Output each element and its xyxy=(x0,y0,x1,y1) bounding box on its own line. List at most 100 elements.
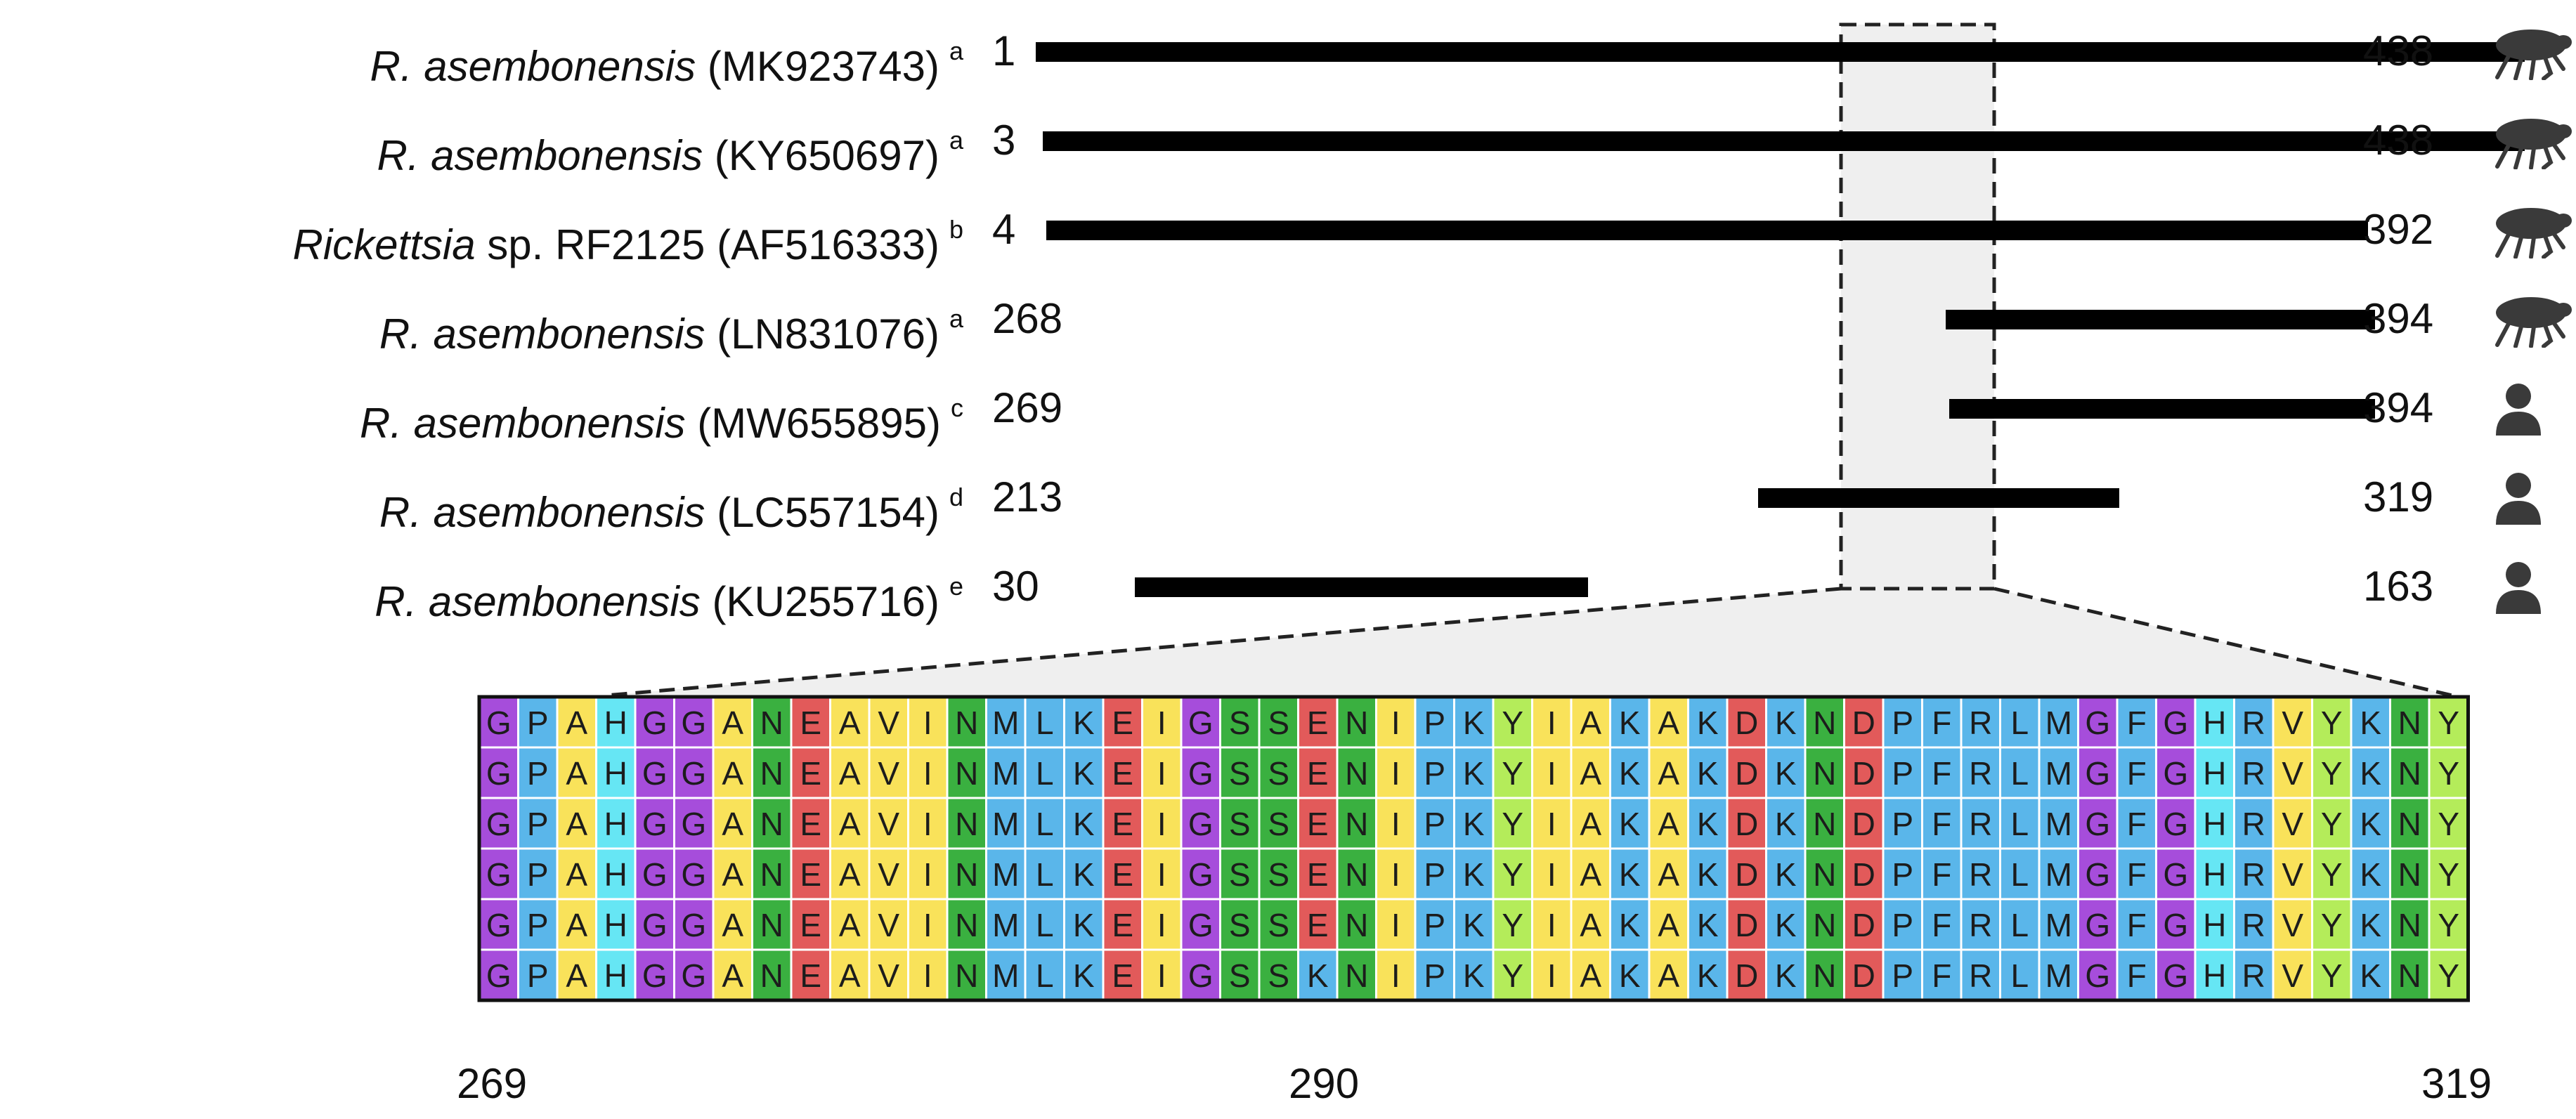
residue-letter: D xyxy=(1852,755,1875,792)
residue-letter: G xyxy=(1188,856,1214,893)
residue-letter: P xyxy=(527,705,549,741)
residue-cell: L xyxy=(1999,847,2041,901)
residue-letter: P xyxy=(527,856,549,893)
residue-cell: M xyxy=(985,797,1027,850)
residue-cell: I xyxy=(1141,695,1183,749)
residue-letter: K xyxy=(2360,856,2381,893)
residue-letter: I xyxy=(1157,705,1166,741)
residue-letter: G xyxy=(2163,957,2188,994)
residue-letter: F xyxy=(1932,755,1951,792)
residue-cell: H xyxy=(2194,847,2235,901)
residue-cell: K xyxy=(1453,898,1495,951)
residue-cell: A xyxy=(712,695,753,749)
residue-cell: G xyxy=(634,746,675,799)
residue-letter: I xyxy=(923,856,932,893)
residue-cell: Y xyxy=(2428,797,2469,850)
residue-cell: L xyxy=(1999,746,2041,799)
residue-letter: K xyxy=(1697,705,1719,741)
residue-letter: A xyxy=(1658,957,1679,994)
residue-letter: R xyxy=(1969,907,1992,943)
residue-letter: D xyxy=(1852,856,1875,893)
residue-letter: E xyxy=(800,907,821,943)
residue-letter: A xyxy=(566,907,587,943)
residue-cell: K xyxy=(1765,695,1807,749)
residue-cell: F xyxy=(2116,746,2157,799)
residue-cell: K xyxy=(1765,797,1807,850)
residue-letter: F xyxy=(1932,907,1951,943)
residue-letter: I xyxy=(1547,705,1556,741)
residue-cell: A xyxy=(1570,746,1611,799)
residue-letter: A xyxy=(1580,705,1601,741)
residue-letter: M xyxy=(2045,856,2072,893)
residue-letter: K xyxy=(2360,705,2381,741)
residue-cell: G xyxy=(2077,695,2119,749)
residue-letter: G xyxy=(2163,856,2188,893)
sequence-accession: (MW655895) xyxy=(697,400,941,447)
residue-letter: A xyxy=(1658,755,1679,792)
residue-letter: Y xyxy=(1502,705,1523,741)
residue-letter: S xyxy=(1268,705,1289,741)
residue-cell: N xyxy=(2389,746,2431,799)
residue-letter: E xyxy=(1307,856,1329,893)
residue-letter: G xyxy=(2085,907,2110,943)
residue-letter: N xyxy=(955,755,978,792)
residue-letter: V xyxy=(878,856,899,893)
residue-letter: Y xyxy=(2438,705,2459,741)
residue-cell: A xyxy=(712,898,753,951)
residue-cell: L xyxy=(1999,695,2041,749)
residue-cell: H xyxy=(595,797,637,850)
residue-letter: R xyxy=(1969,755,1992,792)
residue-letter: A xyxy=(839,705,861,741)
residue-letter: N xyxy=(760,755,783,792)
residue-cell: H xyxy=(2194,695,2235,749)
sequence-strain: sp. RF2125 xyxy=(475,221,705,268)
residue-cell: N xyxy=(2389,695,2431,749)
residue-cell: G xyxy=(478,898,519,951)
residue-letter: E xyxy=(1112,907,1133,943)
residue-letter: P xyxy=(1892,907,1913,943)
residue-letter: N xyxy=(955,856,978,893)
residue-letter: L xyxy=(2010,957,2029,994)
residue-cell: G xyxy=(2077,746,2119,799)
residue-cell: G xyxy=(478,797,519,850)
residue-cell: M xyxy=(985,948,1027,1002)
zoom-line-left xyxy=(605,587,1842,698)
residue-letter: N xyxy=(1813,705,1836,741)
residue-cell: R xyxy=(2233,948,2275,1002)
residue-cell: I xyxy=(1531,695,1573,749)
residue-cell: P xyxy=(517,847,559,901)
residue-cell: E xyxy=(790,797,831,850)
flea-icon xyxy=(2480,24,2572,81)
residue-cell: A xyxy=(829,797,871,850)
residue-letter: G xyxy=(681,856,706,893)
residue-letter: P xyxy=(1892,806,1913,842)
residue-cell: V xyxy=(2272,797,2313,850)
residue-cell: G xyxy=(478,695,519,749)
residue-letter: Y xyxy=(2438,957,2459,994)
sequence-ref: d xyxy=(949,483,963,511)
residue-letter: N xyxy=(2398,705,2421,741)
residue-letter: P xyxy=(1892,856,1913,893)
residue-letter: K xyxy=(1697,755,1719,792)
residue-letter: E xyxy=(1112,755,1133,792)
residue-letter: D xyxy=(1852,957,1875,994)
residue-cell: A xyxy=(1648,847,1689,901)
residue-cell: G xyxy=(673,797,715,850)
residue-letter: H xyxy=(604,856,627,893)
residue-letter: H xyxy=(2203,705,2226,741)
residue-letter: K xyxy=(1697,957,1719,994)
sequence-accession: (LN831076) xyxy=(717,310,939,358)
residue-letter: R xyxy=(2242,957,2265,994)
residue-cell: D xyxy=(1726,797,1767,850)
residue-letter: N xyxy=(1813,755,1836,792)
residue-letter: K xyxy=(1073,755,1095,792)
residue-cell: K xyxy=(1609,797,1651,850)
residue-cell: K xyxy=(1609,898,1651,951)
residue-letter: N xyxy=(760,856,783,893)
zoom-funnel xyxy=(606,589,2452,695)
residue-cell: K xyxy=(1063,797,1105,850)
residue-cell: V xyxy=(2272,948,2313,1002)
residue-cell: G xyxy=(1180,948,1221,1002)
residue-cell: V xyxy=(868,746,909,799)
residue-letter: E xyxy=(1307,907,1329,943)
